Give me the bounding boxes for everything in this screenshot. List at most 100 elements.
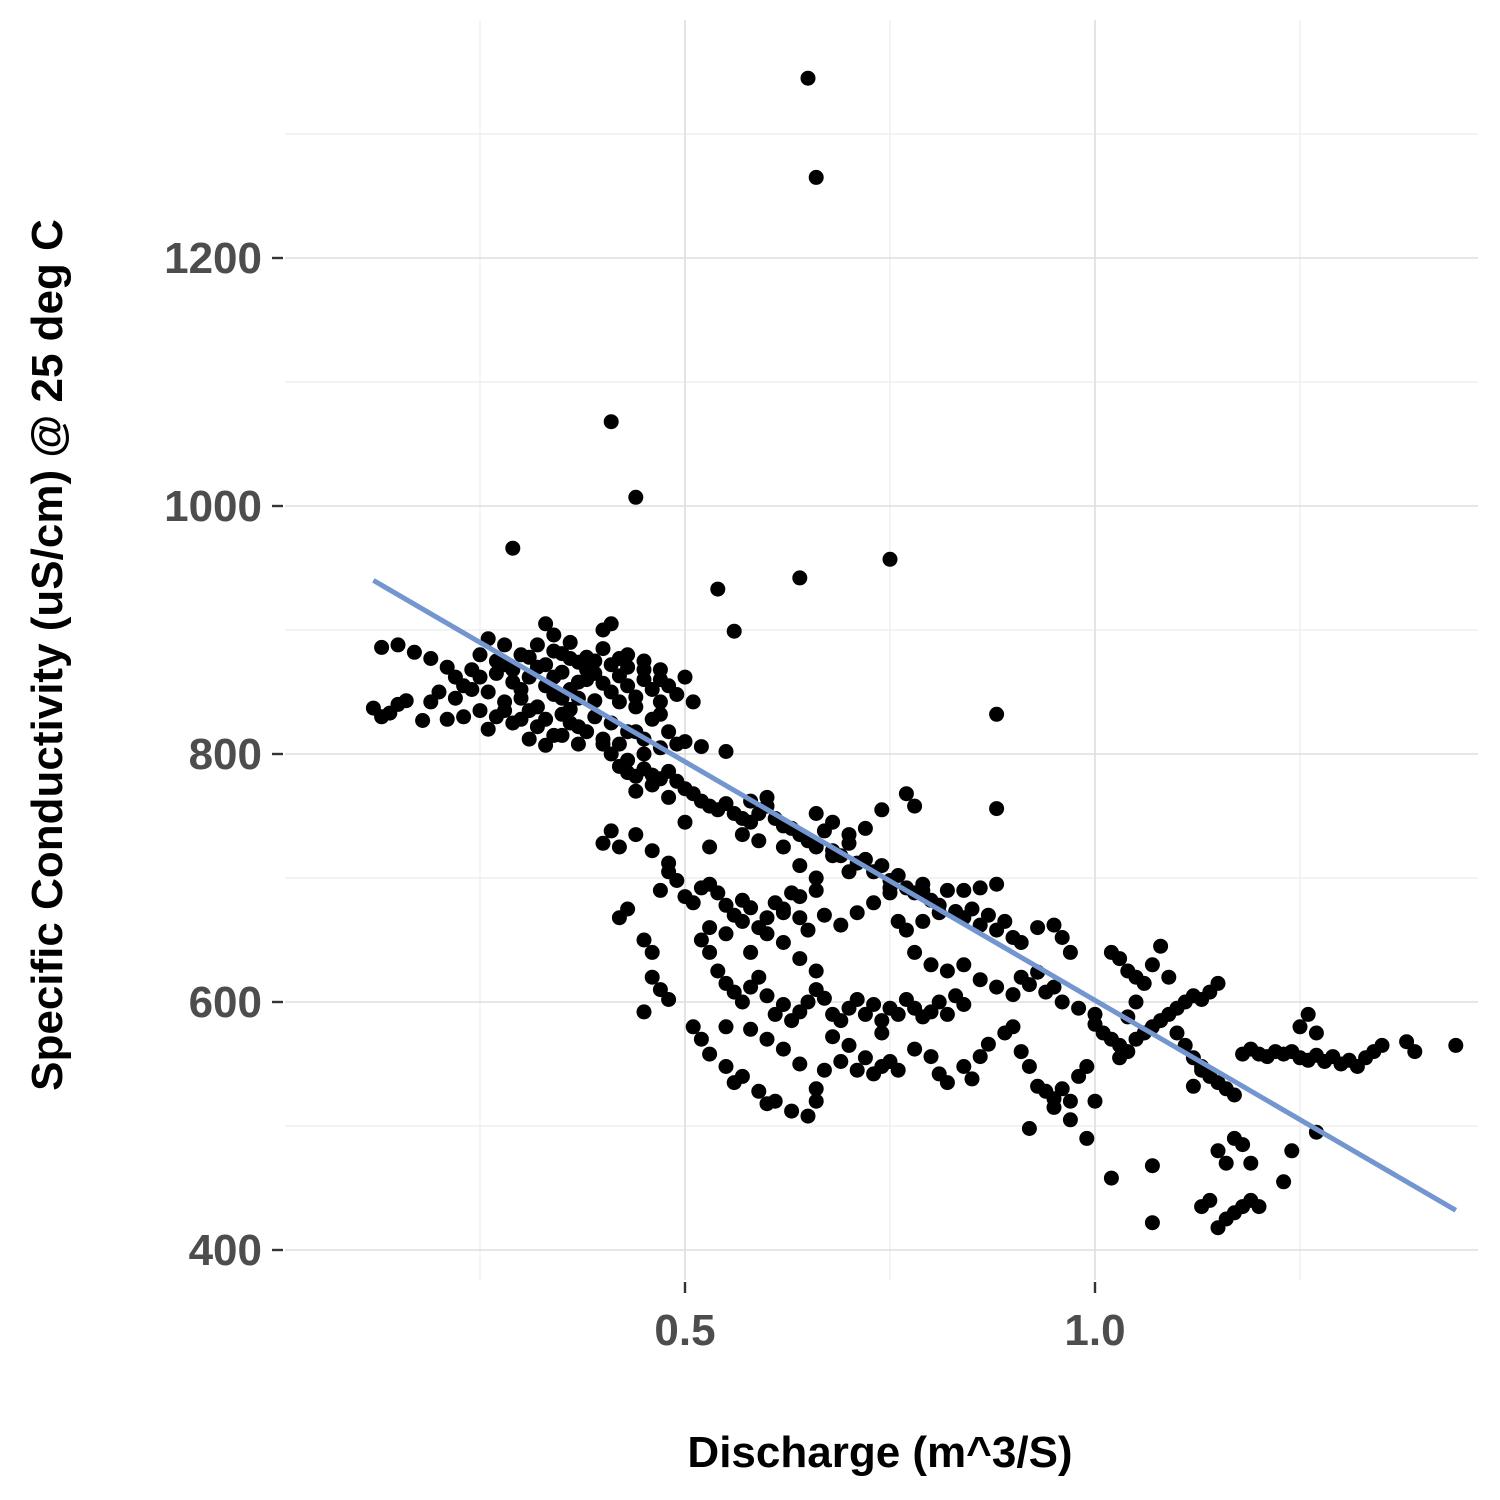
data-point xyxy=(644,682,660,697)
data-point xyxy=(808,839,824,855)
data-points xyxy=(365,70,1464,1236)
data-point xyxy=(1235,1137,1251,1153)
data-point xyxy=(1005,987,1021,1003)
data-point xyxy=(570,736,586,752)
data-point xyxy=(833,1013,849,1029)
data-point xyxy=(620,752,636,768)
data-point xyxy=(620,647,636,663)
data-point xyxy=(808,1093,824,1109)
data-point xyxy=(562,701,578,717)
data-point xyxy=(661,763,677,779)
data-point xyxy=(447,669,463,685)
data-point xyxy=(538,737,554,753)
data-point xyxy=(685,1019,701,1035)
data-point xyxy=(447,690,463,706)
data-point xyxy=(1054,994,1070,1010)
data-point xyxy=(956,1059,972,1074)
data-point xyxy=(792,1004,808,1020)
data-point xyxy=(1210,1143,1226,1159)
data-point xyxy=(1062,1112,1078,1128)
data-point xyxy=(497,637,513,653)
data-point xyxy=(734,827,750,843)
data-point xyxy=(882,885,898,901)
data-point xyxy=(800,922,816,938)
data-point xyxy=(775,935,791,950)
data-point xyxy=(775,997,791,1012)
data-point xyxy=(693,932,709,948)
data-point xyxy=(628,827,644,843)
data-point xyxy=(423,694,439,710)
data-point xyxy=(792,910,808,926)
data-point xyxy=(546,627,562,643)
data-point xyxy=(1046,917,1062,933)
data-point xyxy=(751,833,767,849)
data-point xyxy=(915,882,931,898)
data-point xyxy=(1046,979,1062,995)
data-point xyxy=(1292,1019,1308,1035)
data-point xyxy=(702,1046,718,1062)
data-point xyxy=(611,839,627,855)
data-point xyxy=(1103,1170,1119,1186)
data-point xyxy=(431,684,447,700)
data-point xyxy=(390,637,406,653)
data-point xyxy=(718,1059,734,1074)
data-point xyxy=(1021,1121,1037,1136)
data-point xyxy=(661,789,677,805)
data-point xyxy=(529,699,545,715)
data-point xyxy=(808,963,824,979)
data-point xyxy=(472,703,488,719)
data-point xyxy=(800,1108,816,1124)
data-point xyxy=(628,783,644,799)
data-point xyxy=(620,901,636,917)
data-point xyxy=(718,796,734,812)
data-point xyxy=(652,694,668,710)
data-point xyxy=(1284,1143,1300,1159)
data-point xyxy=(923,1004,939,1020)
data-point xyxy=(562,715,578,731)
data-point xyxy=(644,944,660,960)
data-point xyxy=(890,868,906,883)
data-point xyxy=(808,806,824,821)
data-point xyxy=(710,581,726,597)
y-axis-title: Specific Conductivity (uS/cm) @ 25 deg C xyxy=(23,219,72,1091)
y-tick-label: 400 xyxy=(189,1226,262,1275)
data-point xyxy=(1062,1093,1078,1109)
data-point xyxy=(956,882,972,898)
data-point xyxy=(1448,1037,1464,1053)
data-point xyxy=(693,1031,709,1047)
data-point xyxy=(611,694,627,710)
data-point xyxy=(1161,969,1177,985)
data-point xyxy=(1226,1087,1242,1103)
data-point xyxy=(1243,1155,1259,1171)
y-tick-label: 600 xyxy=(189,978,262,1027)
data-point xyxy=(710,885,726,901)
data-point xyxy=(398,693,414,709)
y-tick-label: 1000 xyxy=(164,482,262,531)
data-point xyxy=(521,649,537,665)
data-point xyxy=(1153,938,1169,954)
data-point xyxy=(743,900,759,916)
data-point xyxy=(1407,1044,1423,1060)
data-point xyxy=(972,972,988,988)
data-point xyxy=(1087,1093,1103,1109)
data-point xyxy=(579,724,595,740)
data-point xyxy=(989,706,1005,722)
data-point xyxy=(841,864,857,880)
data-point xyxy=(1169,1025,1185,1041)
data-point xyxy=(693,739,709,755)
data-point xyxy=(792,889,808,905)
data-point xyxy=(406,644,422,660)
data-point xyxy=(825,814,841,830)
grid-lines xyxy=(285,20,1478,1280)
data-point xyxy=(751,969,767,985)
data-point xyxy=(636,1004,652,1020)
data-point xyxy=(734,913,750,929)
data-point xyxy=(808,870,824,886)
data-point xyxy=(1210,975,1226,991)
data-point xyxy=(1013,1044,1029,1060)
data-point xyxy=(718,897,734,913)
trend-line-layer xyxy=(372,578,1458,1213)
x-tick-label: 0.5 xyxy=(654,1306,715,1355)
data-point xyxy=(898,786,914,802)
data-point xyxy=(702,920,718,936)
